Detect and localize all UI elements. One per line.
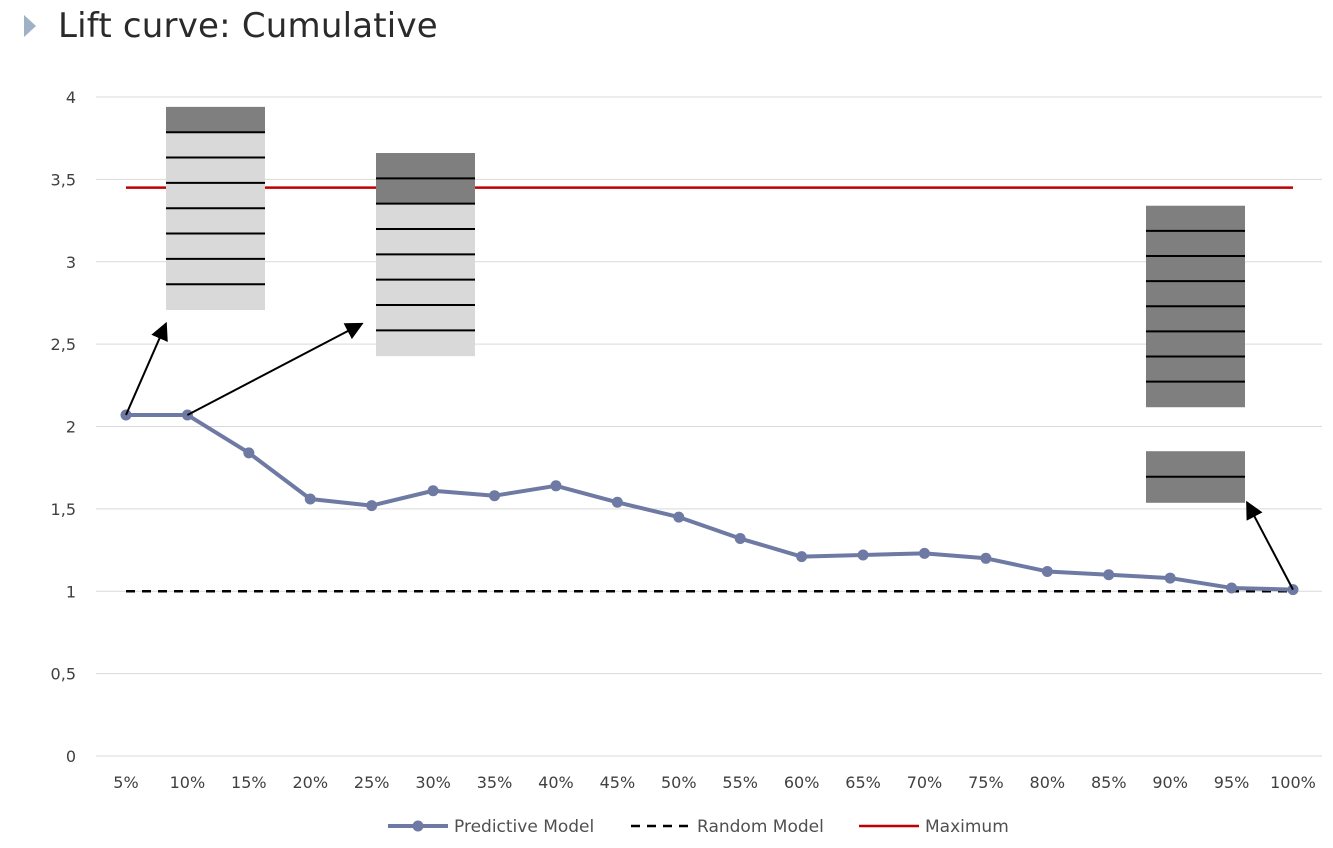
dark-block-row (1146, 476, 1245, 503)
light-block-row (376, 254, 475, 281)
predictive-model-point (489, 490, 501, 502)
x-tick-label: 95% (1214, 773, 1250, 792)
legend-item: Random Model (631, 817, 824, 837)
annotation-arrow (125, 321, 168, 416)
predictive-model-point (980, 552, 992, 564)
predictive-model-point (1041, 565, 1053, 577)
predictive-model-point (611, 496, 623, 508)
legend-item: Predictive Model (388, 817, 594, 837)
y-tick-label: 4 (66, 88, 76, 107)
predictive-model-point (857, 549, 869, 561)
light-block-row (376, 203, 475, 230)
light-block-row (166, 208, 265, 235)
light-block-row (376, 330, 475, 357)
legend-item: Maximum (859, 817, 1009, 837)
x-tick-label: 80% (1030, 773, 1066, 792)
predictive-model-line (126, 412, 1294, 592)
x-tick-label: 55% (722, 773, 758, 792)
x-tick-label: 10% (170, 773, 206, 792)
x-tick-label: 60% (784, 773, 820, 792)
predictive-model-point (796, 551, 808, 563)
annotation-arrow (186, 322, 364, 416)
predictive-model-point (1164, 572, 1176, 584)
x-tick-label: 85% (1091, 773, 1127, 792)
dark-block-row (1146, 451, 1245, 478)
light-block-row (166, 233, 265, 260)
x-tick-label: 45% (600, 773, 636, 792)
dark-block-row (1146, 331, 1245, 357)
x-tick-label: 5% (113, 773, 138, 792)
predictive-model-point (1226, 582, 1238, 594)
x-tick-label: 50% (661, 773, 697, 792)
x-tick-label: 35% (477, 773, 513, 792)
slide-title: Lift curve: Cumulative (58, 6, 438, 46)
y-tick-label: 3 (66, 253, 76, 272)
predictive-model-point (734, 533, 746, 545)
light-block-row (166, 182, 265, 209)
dark-block-row (376, 153, 475, 179)
predictive-model-point (304, 493, 316, 505)
predictive-model-point (918, 547, 930, 559)
x-tick-label: 70% (907, 773, 943, 792)
light-block-row (376, 279, 475, 306)
predictive-model-point (1103, 569, 1115, 581)
predictive-model-point (550, 480, 562, 492)
legend-label: Random Model (697, 817, 824, 837)
light-block-row (166, 284, 265, 311)
y-tick-label: 2 (66, 418, 76, 437)
y-tick-label: 2,5 (51, 335, 76, 354)
predictive-model-point (673, 511, 685, 523)
y-tick-label: 3,5 (51, 170, 76, 189)
dark-block-row (1146, 281, 1245, 307)
x-tick-label: 100% (1270, 773, 1316, 792)
y-tick-label: 1 (66, 582, 76, 601)
x-tick-label: 30% (415, 773, 451, 792)
light-block-row (376, 304, 475, 331)
dark-block-row (1146, 356, 1245, 383)
y-tick-label: 0,5 (51, 665, 76, 684)
light-block-row (166, 258, 265, 285)
light-block-row (376, 229, 475, 255)
x-tick-label: 15% (231, 773, 267, 792)
dark-block-row (1146, 306, 1245, 332)
predictive-model-point (243, 447, 255, 459)
x-tick-label: 40% (538, 773, 574, 792)
light-block-row (166, 157, 265, 184)
title-bullet-icon (24, 15, 36, 37)
x-tick-label: 90% (1152, 773, 1188, 792)
x-tick-label: 25% (354, 773, 390, 792)
dark-block-row (376, 178, 475, 205)
annotation-arrow (1246, 500, 1294, 591)
dark-block-row (166, 106, 265, 133)
slide-header: Lift curve: Cumulative (24, 4, 438, 48)
legend-label: Predictive Model (454, 817, 594, 837)
legend-marker (412, 820, 424, 832)
dark-block-row (1146, 205, 1245, 232)
legend-label: Maximum (925, 817, 1009, 837)
x-tick-label: 20% (292, 773, 328, 792)
dark-block-row (1146, 230, 1245, 257)
predictive-model-point (366, 500, 378, 512)
x-tick-label: 65% (845, 773, 881, 792)
y-tick-label: 0 (66, 747, 76, 766)
x-tick-label: 75% (968, 773, 1004, 792)
dark-block-row (1146, 255, 1245, 282)
predictive-model-point (427, 485, 439, 497)
light-block-row (166, 132, 265, 159)
dark-block-row (1146, 381, 1245, 408)
y-tick-label: 1,5 (51, 500, 76, 519)
